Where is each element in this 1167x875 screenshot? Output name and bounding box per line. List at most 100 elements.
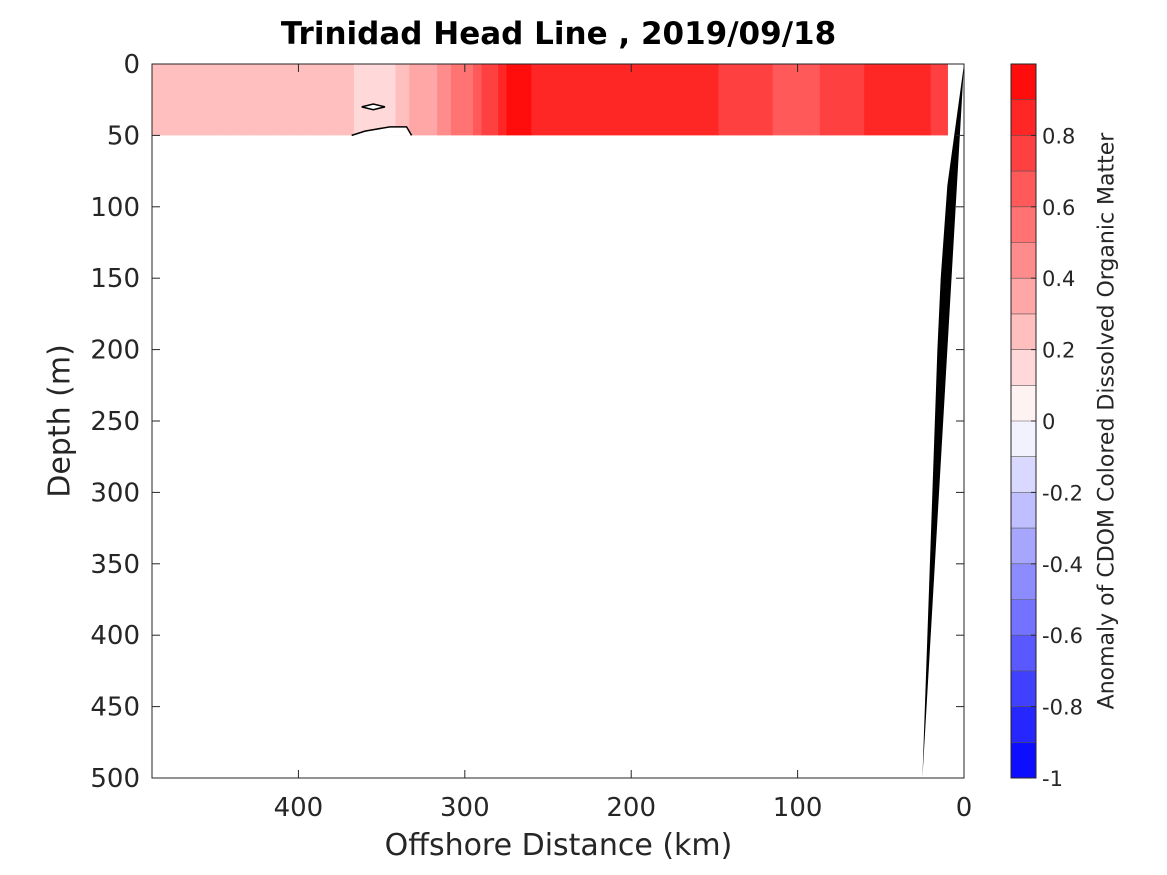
anomaly-cell — [256, 64, 272, 136]
colorbar-tick-label: 0.6 — [1042, 196, 1075, 220]
anomaly-cell — [539, 64, 549, 136]
colorbar-segment — [1011, 599, 1036, 636]
x-tick-label: 100 — [773, 793, 823, 823]
anomaly-cell — [457, 64, 466, 136]
anomaly-cell — [926, 64, 932, 136]
colorbar-tick-label: 0.4 — [1042, 267, 1075, 291]
anomaly-cell — [473, 64, 483, 136]
anomaly-cell — [498, 64, 508, 136]
colorbar-segment — [1011, 313, 1036, 350]
anomaly-cell — [204, 64, 216, 136]
anomaly-cell — [939, 64, 944, 136]
y-tick-label: 250 — [90, 407, 140, 437]
chart-title: Trinidad Head Line , 2019/09/18 — [280, 16, 837, 52]
anomaly-cell — [902, 64, 914, 136]
anomaly-cell — [242, 64, 258, 136]
y-tick-label: 400 — [90, 621, 140, 651]
colorbar-segment — [1011, 206, 1036, 243]
colorbar-segment — [1011, 563, 1036, 600]
anomaly-cell — [808, 64, 821, 136]
anomaly-cell — [409, 64, 417, 136]
anomaly-cell — [548, 64, 557, 136]
colorbar-tick-label: 0.8 — [1042, 124, 1075, 148]
anomaly-cell — [586, 64, 599, 136]
colorbar-segment — [1011, 635, 1036, 672]
colorbar-label: Anomaly of CDOM Colored Dissolved Organi… — [1094, 132, 1120, 710]
anomaly-cell — [764, 64, 774, 136]
anomaly-cell — [564, 64, 577, 136]
anomaly-cell — [772, 64, 782, 136]
anomaly-cell — [930, 64, 936, 136]
plot-area — [152, 64, 964, 778]
anomaly-cell — [597, 64, 610, 136]
anomaly-cell — [367, 64, 383, 136]
anomaly-cell — [312, 64, 327, 136]
colorbar-segment — [1011, 421, 1036, 458]
seafloor-bathymetry — [922, 64, 964, 778]
anomaly-cell — [183, 64, 195, 136]
anomaly-cell — [841, 64, 854, 136]
anomaly-cell — [747, 64, 757, 136]
colorbar-segment — [1011, 135, 1036, 172]
anomaly-cell — [531, 64, 541, 136]
anomaly-cell — [934, 64, 940, 136]
anomaly-cell — [893, 64, 904, 136]
anomaly-cell — [489, 64, 499, 136]
anomaly-cell — [922, 64, 928, 136]
anomaly-cell — [270, 64, 286, 136]
y-axis-label: Depth (m) — [42, 344, 78, 498]
anomaly-cell — [756, 64, 765, 136]
anomaly-cell — [660, 64, 671, 136]
anomaly-cell — [650, 64, 661, 136]
anomaly-cell — [609, 64, 621, 136]
anomaly-cell — [853, 64, 865, 136]
colorbar-tick-label: -0.6 — [1042, 624, 1083, 648]
anomaly-cell — [873, 64, 885, 136]
anomaly-cell — [514, 64, 524, 136]
anomaly-cell — [173, 64, 185, 136]
anomaly-cell — [162, 64, 174, 136]
x-tick-label: 200 — [606, 793, 656, 823]
anomaly-cell — [416, 64, 424, 136]
anomaly-cell — [780, 64, 790, 136]
anomaly-cell — [298, 64, 313, 136]
anomaly-cell — [523, 64, 532, 136]
anomaly-cell — [402, 64, 410, 136]
anomaly-cell — [284, 64, 300, 136]
anomaly-cell — [506, 64, 516, 136]
y-tick-label: 50 — [107, 121, 140, 151]
colorbar-segment — [1011, 456, 1036, 493]
anomaly-cell — [430, 64, 438, 136]
y-tick-label: 100 — [90, 193, 140, 223]
y-tick-label: 300 — [90, 478, 140, 508]
anomaly-cell — [830, 64, 843, 136]
y-tick-label: 350 — [90, 550, 140, 580]
colorbar-segment — [1011, 64, 1036, 101]
colorbar-segment — [1011, 706, 1036, 743]
y-tick-label: 450 — [90, 693, 140, 723]
anomaly-cell — [481, 64, 491, 136]
colorbar-segment — [1011, 385, 1036, 422]
anomaly-cell — [353, 64, 369, 136]
zero-contour-line — [361, 103, 386, 111]
anomaly-cell — [381, 64, 390, 136]
anomaly-cell — [229, 64, 244, 136]
colorbar-segment — [1011, 742, 1036, 779]
zero-contour-line — [351, 126, 413, 137]
anomaly-cell — [718, 64, 729, 136]
anomaly-cell — [797, 64, 810, 136]
anomaly-cell — [864, 64, 875, 136]
anomaly-cell — [737, 64, 749, 136]
anomaly-cell — [708, 64, 720, 136]
y-tick-label: 500 — [90, 764, 140, 794]
anomaly-cell — [819, 64, 832, 136]
x-tick-label: 400 — [274, 793, 324, 823]
anomaly-cell — [620, 64, 632, 136]
anomaly-cell — [575, 64, 588, 136]
colorbar-segment — [1011, 528, 1036, 565]
anomaly-cell — [943, 64, 948, 136]
x-tick-label: 0 — [956, 793, 973, 823]
y-tick-label: 200 — [90, 336, 140, 366]
